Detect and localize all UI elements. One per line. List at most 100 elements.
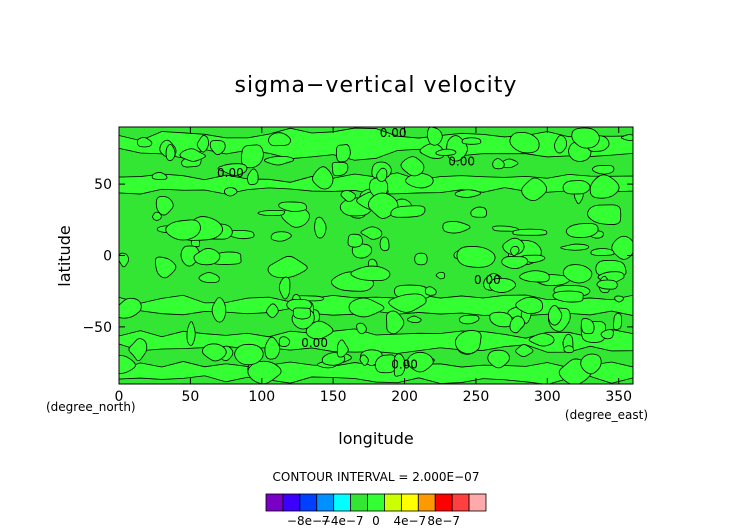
y-tick-label: 0 <box>103 249 112 265</box>
contour-cell <box>571 127 600 149</box>
contour-cell <box>247 168 259 186</box>
contour-cell <box>278 201 308 213</box>
contour-cell <box>461 137 482 145</box>
contour-cell <box>563 345 575 354</box>
contour-cell <box>119 252 129 268</box>
contour-cell <box>456 246 496 268</box>
contour-label: 0.00 <box>474 273 501 287</box>
y-tick-label: −50 <box>82 320 112 336</box>
contour-cell <box>376 167 388 182</box>
contour-regions <box>119 127 633 384</box>
contour-cell <box>155 195 174 216</box>
y-axis-label: latitude <box>55 225 74 286</box>
contour-cell <box>510 245 520 257</box>
contour-cell <box>596 279 618 290</box>
colorbar-swatch <box>451 493 470 512</box>
contour-cell <box>257 209 285 217</box>
contour-cell <box>590 248 615 256</box>
contour-cell <box>234 343 264 366</box>
colorbar-swatch <box>333 493 352 512</box>
contour-cell <box>435 271 446 280</box>
contour-cell <box>492 158 505 170</box>
contour-cell <box>580 353 602 375</box>
contour-cell <box>356 322 367 335</box>
contour-cell <box>264 336 281 360</box>
x-tick-label: 0 <box>115 389 124 405</box>
contour-cell <box>268 132 291 147</box>
contour-cell <box>348 297 385 318</box>
contour-cell <box>620 134 633 141</box>
colorbar-tick-label: 4e−7 <box>393 514 426 528</box>
colorbar-tick-label: −8e−7 <box>287 514 330 528</box>
contour-cell <box>331 161 349 177</box>
contour-cell <box>278 336 291 347</box>
contour-cell <box>347 233 363 248</box>
contour-cell <box>519 270 550 283</box>
colorbar-swatch <box>384 493 402 512</box>
contour-cell <box>509 131 540 154</box>
contour-cell <box>562 180 591 195</box>
contour-cell <box>521 177 548 202</box>
contour-cell <box>198 272 220 284</box>
contour-cell <box>435 148 457 156</box>
y-tick-label: 50 <box>94 177 112 193</box>
contour-cell <box>515 296 544 315</box>
contour-cell <box>587 204 622 225</box>
contour-cell <box>359 354 369 366</box>
contour-cell <box>312 166 334 190</box>
colorbar-swatch <box>299 493 318 512</box>
contour-cell <box>340 190 356 202</box>
contour-cell <box>426 127 443 146</box>
contour-cell <box>186 321 196 346</box>
contour-cell <box>406 351 434 373</box>
contour-label: 0.00 <box>448 155 475 169</box>
contour-cell <box>442 221 471 234</box>
contour-cell <box>154 256 177 279</box>
contour-cell <box>350 265 391 282</box>
contour-cell <box>512 228 548 236</box>
contour-cell <box>454 330 482 355</box>
contour-cell <box>266 303 279 318</box>
contour-cell <box>217 163 248 176</box>
contour-label: 0.00 <box>391 357 418 371</box>
contour-cell <box>547 305 563 326</box>
contour-cell <box>560 243 590 251</box>
contour-cell <box>201 343 227 362</box>
contour-band <box>119 127 633 161</box>
contour-cell <box>406 315 422 323</box>
contour-cell <box>209 140 226 156</box>
x-axis-units: (degree_east) <box>565 408 648 422</box>
colorbar-swatch <box>282 493 301 512</box>
contour-cell <box>379 236 390 252</box>
x-tick-label: 350 <box>605 389 632 405</box>
colorbar-swatch <box>468 493 487 512</box>
contour-cell <box>562 264 593 284</box>
x-tick-label: 150 <box>320 389 347 405</box>
contour-cell <box>165 143 176 161</box>
contour-cell <box>613 313 623 331</box>
contour-cell <box>528 333 555 347</box>
contour-cell <box>488 277 517 293</box>
contour-labels: 0.00 0.00 0.00 0.00 0.00 0.00 <box>217 126 501 371</box>
contour-cell <box>552 290 584 303</box>
contour-cell <box>241 144 264 169</box>
contour-cell <box>393 353 406 377</box>
contour-cell <box>600 329 614 340</box>
x-tick-label: 50 <box>181 389 199 405</box>
contour-cell <box>580 318 595 335</box>
colorbar-tick-label: 8e−7 <box>427 514 460 528</box>
colorbar-swatch <box>400 493 419 512</box>
contour-cell <box>454 189 482 198</box>
contour-cell <box>314 216 327 239</box>
contour-cell <box>405 172 434 189</box>
contour-cell <box>193 248 221 266</box>
colorbar-tick-label: −4e−7 <box>321 514 364 528</box>
contour-cell <box>388 293 427 313</box>
contour-label: 0.00 <box>301 336 328 350</box>
contour-label: 0.00 <box>380 126 407 140</box>
contour-cell <box>165 219 201 241</box>
colorbar-swatch <box>265 493 284 512</box>
contour-cell <box>335 144 351 163</box>
colorbar-swatch <box>434 493 453 512</box>
